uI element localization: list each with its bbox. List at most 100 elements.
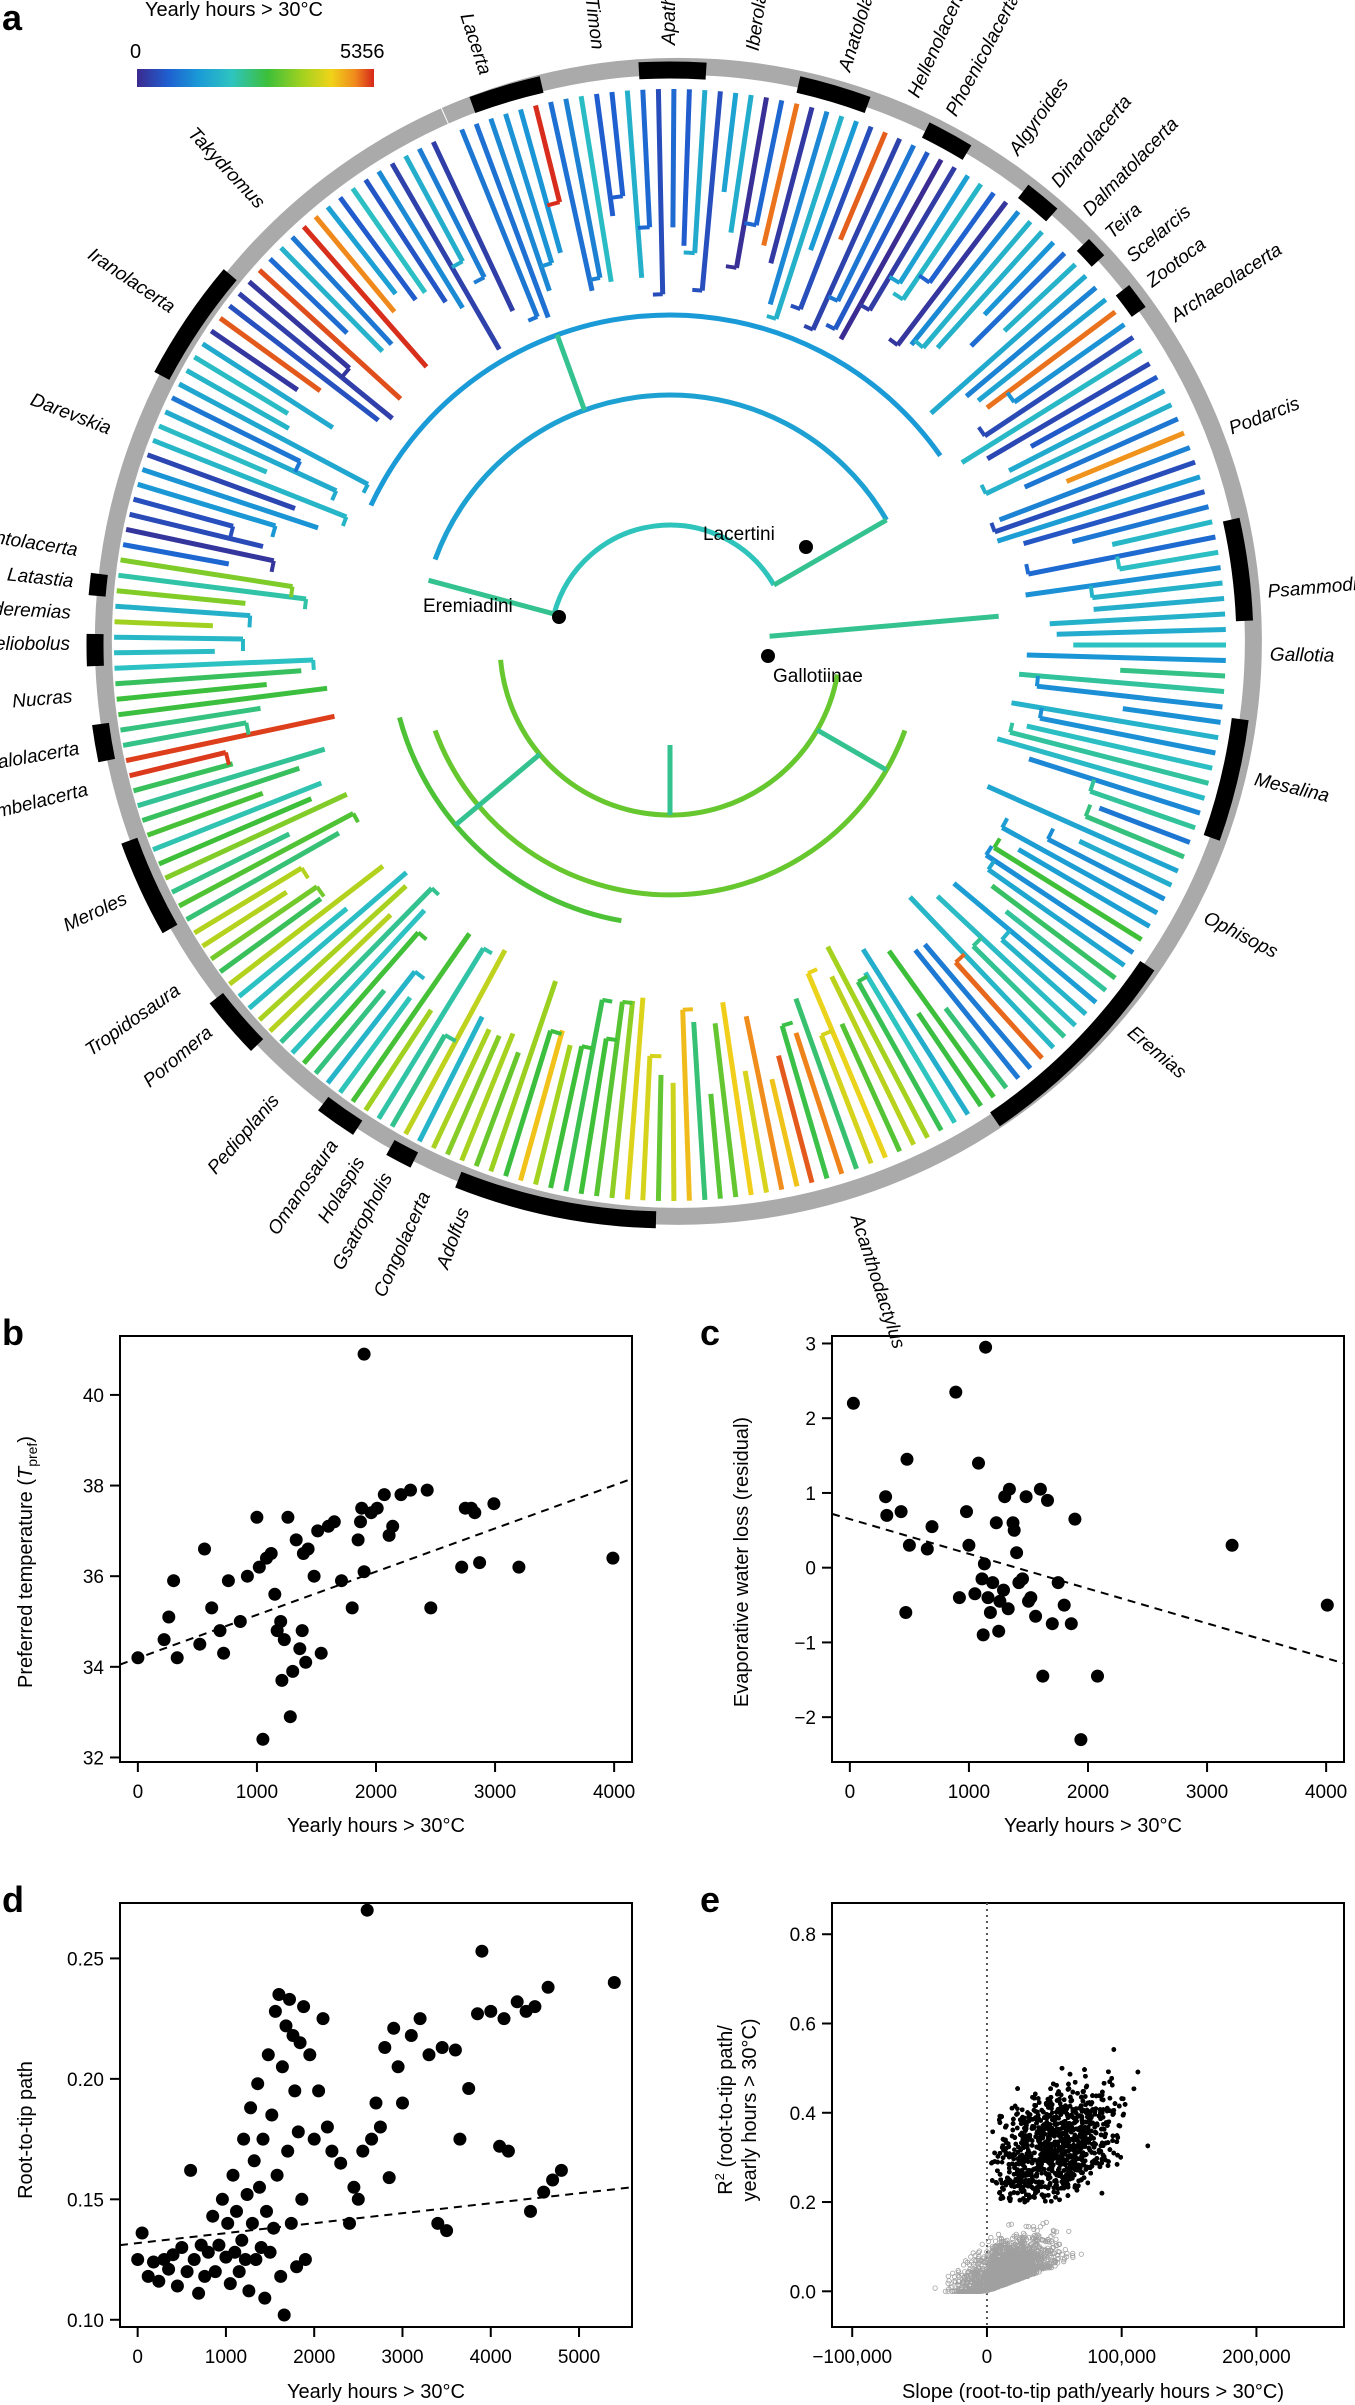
data-point xyxy=(256,1732,270,1746)
tree-tip-branch xyxy=(1089,788,1196,831)
clade-ring-segment xyxy=(638,61,707,80)
tree-tip-branch xyxy=(964,285,1098,399)
clade-label: Nucras xyxy=(11,686,73,712)
tree-tip-branch xyxy=(227,303,380,423)
tree-tip-branch xyxy=(1122,706,1221,725)
data-point xyxy=(299,1655,313,1669)
x-tick-label: 3000 xyxy=(381,2347,423,2368)
tree-tip-branch xyxy=(301,930,421,1065)
tree-tip-join xyxy=(293,460,302,473)
tree-tip-branch xyxy=(170,395,302,464)
data-point xyxy=(198,2269,212,2283)
tree-tip-branch xyxy=(445,1034,502,1156)
data-point xyxy=(387,2021,401,2035)
tree-tip-branch xyxy=(768,106,815,264)
data-point xyxy=(293,1642,307,1656)
permutation-point xyxy=(1039,2171,1044,2176)
tree-tip-branch xyxy=(578,95,614,283)
tree-tip-branch xyxy=(301,225,429,369)
plot-frame xyxy=(831,1902,1345,2328)
tree-tip-branch xyxy=(624,997,646,1200)
data-point xyxy=(131,2253,145,2266)
data-point xyxy=(206,2209,220,2223)
tree-tip-branch xyxy=(753,99,785,226)
tree-tip-join xyxy=(803,323,814,332)
clade-ring-segment xyxy=(796,76,871,114)
data-point xyxy=(307,1569,321,1583)
y-tick-label: 36 xyxy=(83,1567,104,1588)
tree-tip-join xyxy=(605,1036,618,1043)
data-point xyxy=(274,1615,288,1628)
data-point xyxy=(391,2060,405,2074)
x-tick-label: 0 xyxy=(982,2347,993,2368)
tree-tip-branch xyxy=(1018,671,1225,694)
tree-tip-branch xyxy=(624,90,645,278)
data-point xyxy=(267,2221,281,2235)
data-point xyxy=(983,1606,997,1619)
legend-max-label: 5356 xyxy=(340,41,385,63)
y-tick-label: 0.10 xyxy=(67,2311,104,2332)
data-point xyxy=(213,1624,227,1638)
data-point xyxy=(291,2125,305,2139)
null-point xyxy=(1043,2219,1049,2225)
data-point xyxy=(537,2185,551,2199)
tree-tip-branch xyxy=(118,572,307,602)
tree-tip-branch xyxy=(1026,652,1226,663)
tree-tip-branch xyxy=(114,657,314,671)
tree-backbone-arc xyxy=(397,716,622,924)
tree-tip-join xyxy=(888,337,899,347)
tree-spoke xyxy=(769,613,999,639)
data-point xyxy=(1029,1609,1043,1623)
tree-tip-branch xyxy=(1118,549,1219,572)
tree-tip-branch xyxy=(943,1006,1009,1090)
tree-tip-join xyxy=(299,866,310,880)
tree-tip-branch xyxy=(122,720,247,748)
clade-label: Atlantolacerta xyxy=(0,522,79,561)
tree-tip-branch xyxy=(193,865,303,936)
null-point xyxy=(1006,2222,1012,2228)
null-point xyxy=(995,2231,1002,2237)
tree-tip-join xyxy=(892,291,905,302)
tree-tip-join xyxy=(1046,827,1056,841)
tree-tip-branch xyxy=(115,668,302,687)
permutation-point xyxy=(999,2159,1005,2165)
tree-tip-branch xyxy=(125,526,275,564)
tree-tip-branch xyxy=(376,946,486,1120)
tree-tip-branch xyxy=(776,1054,815,1184)
tree-tip-branch xyxy=(363,178,448,304)
tree-tip-join xyxy=(781,1020,794,1028)
data-point xyxy=(298,2253,312,2266)
tree-tip-branch xyxy=(1007,388,1166,473)
clade-ring-segment xyxy=(1017,184,1058,222)
tree-tip-branch xyxy=(193,354,290,416)
data-point xyxy=(1024,1591,1038,1605)
tree-tip-branch xyxy=(825,945,930,1139)
data-point xyxy=(347,2180,361,2194)
data-point xyxy=(184,2163,198,2177)
data-point xyxy=(325,2144,339,2158)
clade-ring-segment xyxy=(1115,284,1146,317)
tree-tip-join xyxy=(451,259,464,270)
data-point xyxy=(977,1557,991,1571)
data-point xyxy=(242,2284,256,2298)
data-point xyxy=(541,1980,555,1994)
x-tick-label: 4000 xyxy=(470,2347,512,2368)
data-point xyxy=(975,1572,989,1586)
tree-tip-branch xyxy=(389,162,502,351)
data-point xyxy=(277,1633,291,1647)
tree-tip-branch xyxy=(1049,611,1226,627)
tree-tip-branch xyxy=(640,89,653,228)
tree-tip-branch xyxy=(670,88,677,228)
data-point xyxy=(962,1538,976,1552)
data-point xyxy=(370,1501,384,1515)
tree-tip-join xyxy=(581,1044,594,1051)
data-point xyxy=(295,2192,309,2206)
tree-tip-branch xyxy=(114,648,215,656)
x-tick-label: 1000 xyxy=(948,1782,990,1803)
x-tick-label: 0 xyxy=(132,2347,143,2368)
data-point xyxy=(1320,1598,1334,1612)
data-point xyxy=(1033,1482,1047,1496)
tree-tip-branch xyxy=(1065,430,1185,484)
tree-tip-join xyxy=(430,886,441,897)
